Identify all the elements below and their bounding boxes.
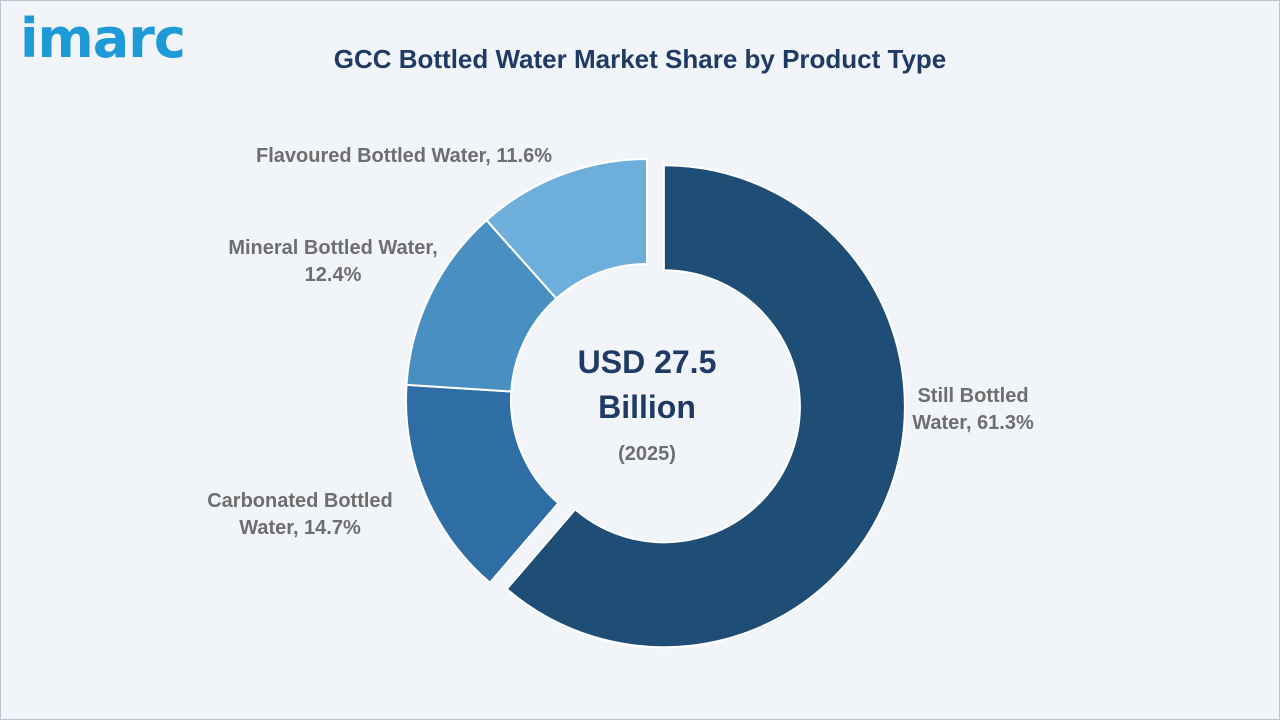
- slice-label-flavoured-bottled-water-11-6: Flavoured Bottled Water, 11.6%: [256, 145, 552, 167]
- slice-carbonated-bottled-water-14-7: [405, 383, 560, 585]
- slice-label-still-bottled-water-61-3: Still Bottled Water, 61.3%: [912, 385, 1034, 434]
- slice-label-carbonated-bottled-water-14-7: Carbonated Bottled Water, 14.7%: [207, 490, 393, 539]
- center-value-line2: Billion: [598, 389, 696, 425]
- center-year: (2025): [618, 443, 676, 465]
- center-text: USD 27.5 Billion (2025): [578, 344, 717, 465]
- chart-title: GCC Bottled Water Market Share by Produc…: [333, 44, 947, 74]
- slice-labels: Still Bottled Water, 61.3% Carbonated Bott…: [207, 145, 1034, 539]
- imarc-logo: imarc: [20, 7, 186, 70]
- center-value-line1: USD 27.5: [578, 344, 717, 380]
- slice-label-mineral-bottled-water-12-4: Mineral Bottled Water, 12.4%: [228, 237, 437, 286]
- slice-still-bottled-water-61-3: [505, 164, 906, 649]
- slice-flavoured-bottled-water-11-6: [485, 157, 648, 300]
- donut-slices: [405, 157, 906, 649]
